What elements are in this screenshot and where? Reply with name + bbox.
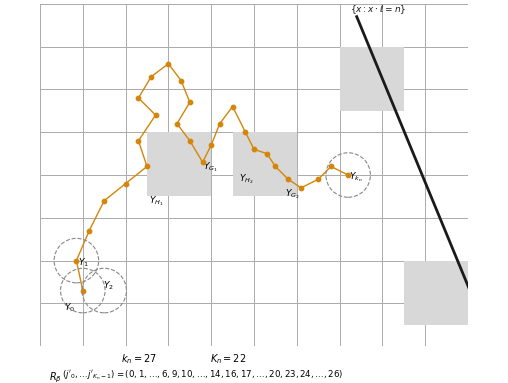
Text: $Y_{G_1}$: $Y_{G_1}$: [204, 160, 218, 173]
Bar: [147, 132, 211, 196]
Point: [327, 164, 335, 170]
Text: $(j'_0, \ldots j'_{K_n-1}) = (0, 1, \ldots, 6, 9, 10, \ldots, 14, 16, 17, \ldots: $(j'_0, \ldots j'_{K_n-1}) = (0, 1, \ldo…: [62, 368, 343, 382]
Point: [263, 151, 271, 157]
Text: $\{x : x \cdot \ell = n\}$: $\{x : x \cdot \ell = n\}$: [351, 3, 406, 16]
Point: [344, 172, 352, 178]
Point: [186, 138, 194, 144]
Bar: [233, 132, 297, 196]
Point: [297, 185, 305, 191]
Point: [229, 103, 237, 110]
Point: [79, 288, 87, 294]
Text: $k_n = 27$: $k_n = 27$: [120, 353, 156, 367]
Bar: [404, 260, 468, 325]
Point: [121, 180, 130, 187]
Point: [151, 112, 160, 118]
Point: [207, 142, 215, 148]
Text: $Y_{k_n}$: $Y_{k_n}$: [349, 171, 363, 184]
Text: $R_\beta$: $R_\beta$: [49, 371, 61, 383]
Point: [241, 129, 249, 135]
Text: $Y_{G_2}$: $Y_{G_2}$: [285, 187, 300, 201]
Point: [100, 198, 108, 204]
Point: [284, 176, 292, 182]
Point: [85, 228, 93, 234]
Point: [216, 121, 224, 127]
Text: $Y_{H_1}$: $Y_{H_1}$: [149, 194, 164, 208]
Point: [147, 74, 155, 80]
Point: [314, 176, 322, 182]
Point: [173, 121, 181, 127]
Point: [135, 95, 143, 101]
Point: [271, 164, 279, 170]
Text: $Y_0$: $Y_0$: [64, 301, 75, 314]
Text: $Y_1$: $Y_1$: [78, 256, 89, 269]
Text: $Y_{H_2}$: $Y_{H_2}$: [239, 173, 253, 187]
Text: $K_n = 22$: $K_n = 22$: [210, 353, 246, 367]
Point: [250, 146, 258, 152]
Point: [143, 164, 151, 170]
Point: [177, 78, 185, 84]
Point: [135, 138, 143, 144]
Bar: [339, 47, 404, 111]
Text: $Y_2$: $Y_2$: [103, 280, 114, 292]
Point: [186, 99, 194, 105]
Point: [165, 61, 173, 67]
Point: [72, 257, 80, 264]
Point: [199, 159, 207, 165]
